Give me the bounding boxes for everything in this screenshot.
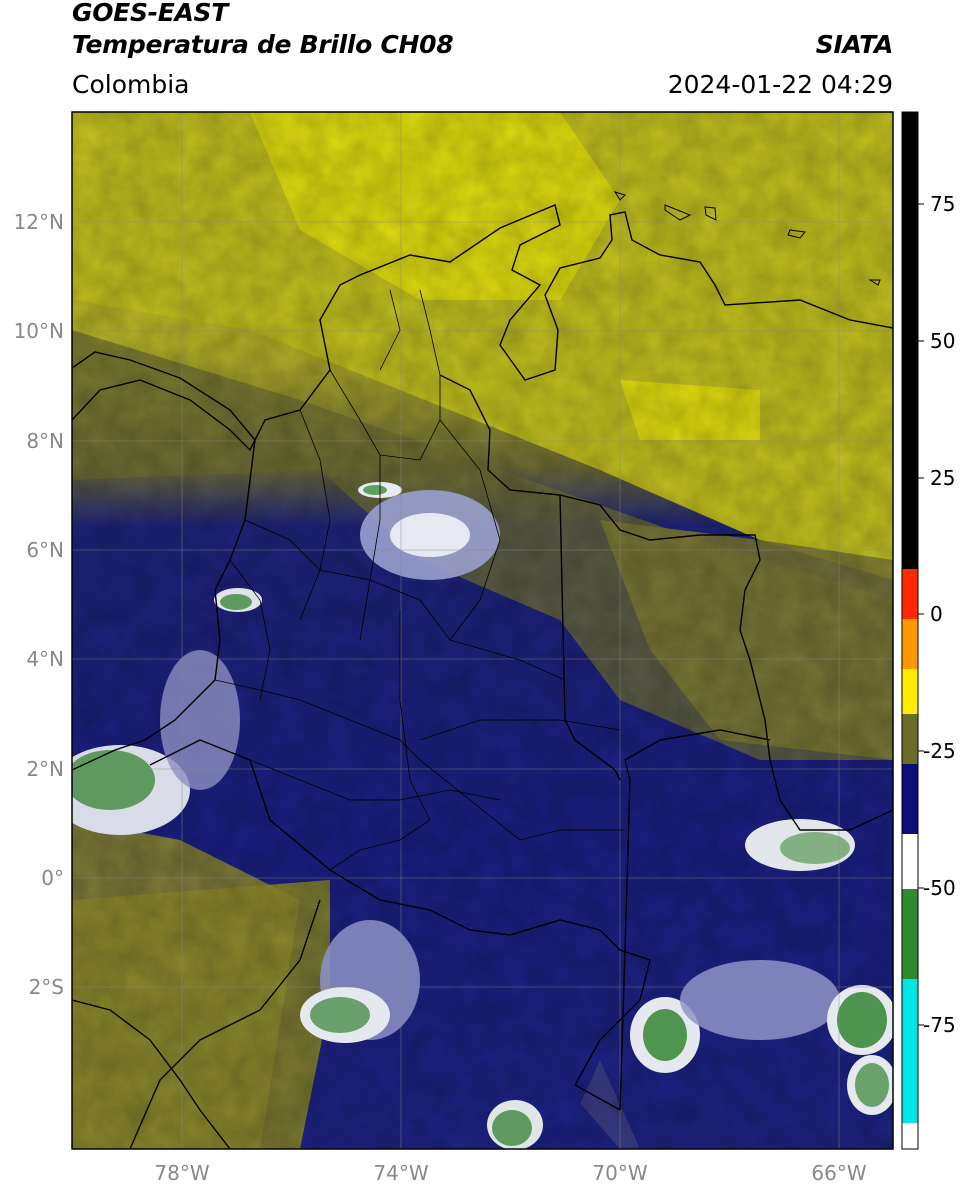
colorbar-segment-green — [902, 889, 918, 979]
lon-tick-label: 74°W — [373, 1161, 428, 1185]
lat-tick-label: 2°S — [29, 975, 64, 999]
satellite-title: GOES-EAST — [72, 0, 229, 27]
lon-tick-label: 66°W — [811, 1161, 866, 1185]
colorbar-segment-black — [902, 112, 918, 569]
colorbar-segment-olive — [902, 714, 918, 764]
colorbar-tick-label: -25 — [923, 739, 956, 763]
region-label: Colombia — [72, 70, 190, 99]
colorbar-segment-yellow — [902, 669, 918, 714]
colorbar-segment-red — [902, 569, 918, 619]
colorbar-tick-label: -75 — [923, 1013, 956, 1037]
colorbar-tick-label: -50 — [923, 876, 956, 900]
lat-tick-label: 8°N — [26, 429, 64, 453]
lon-tick-label: 78°W — [154, 1161, 209, 1185]
brightness-temperature-image — [72, 112, 893, 1149]
lat-tick-label: 6°N — [26, 538, 64, 562]
agency-label: SIATA — [815, 30, 894, 59]
colorbar-segment-navy — [902, 764, 918, 834]
lat-tick-label: 12°N — [14, 210, 64, 234]
lat-tick-label: 2°N — [26, 757, 64, 781]
colorbar-tick-label: 25 — [930, 466, 955, 490]
country-borders — [72, 204, 893, 1149]
map-frame — [71, 111, 894, 1150]
colorbar-segment-cyan — [902, 979, 918, 1123]
colorbar-tick-label: 50 — [930, 329, 955, 353]
colorbar-tick-label: 0 — [930, 602, 943, 626]
colorbar-segment-white — [902, 1123, 918, 1149]
cold-cloud-tops — [72, 482, 893, 1149]
colorbar-segment-white — [902, 834, 918, 889]
lon-axis: 78°W 74°W 70°W 66°W — [154, 1161, 866, 1185]
lat-tick-label: 4°N — [26, 647, 64, 671]
graticule — [72, 112, 893, 1149]
colorbar-tick-label: 75 — [930, 192, 955, 216]
lon-tick-label: 70°W — [592, 1161, 647, 1185]
datetime-label: 2024-01-22 04:29 — [667, 70, 893, 99]
islands — [613, 191, 881, 286]
department-borders — [214, 289, 625, 871]
lat-axis: 12°N 10°N 8°N 6°N 4°N 2°N 0° 2°S — [14, 210, 64, 999]
colorbar: 75 50 25 0 -25 -50 -75 — [901, 111, 956, 1150]
lat-tick-label: 0° — [41, 866, 64, 890]
lat-tick-label: 10°N — [14, 319, 64, 343]
colorbar-segment-orange — [902, 619, 918, 669]
product-title: Temperatura de Brillo CH08 — [72, 30, 454, 59]
